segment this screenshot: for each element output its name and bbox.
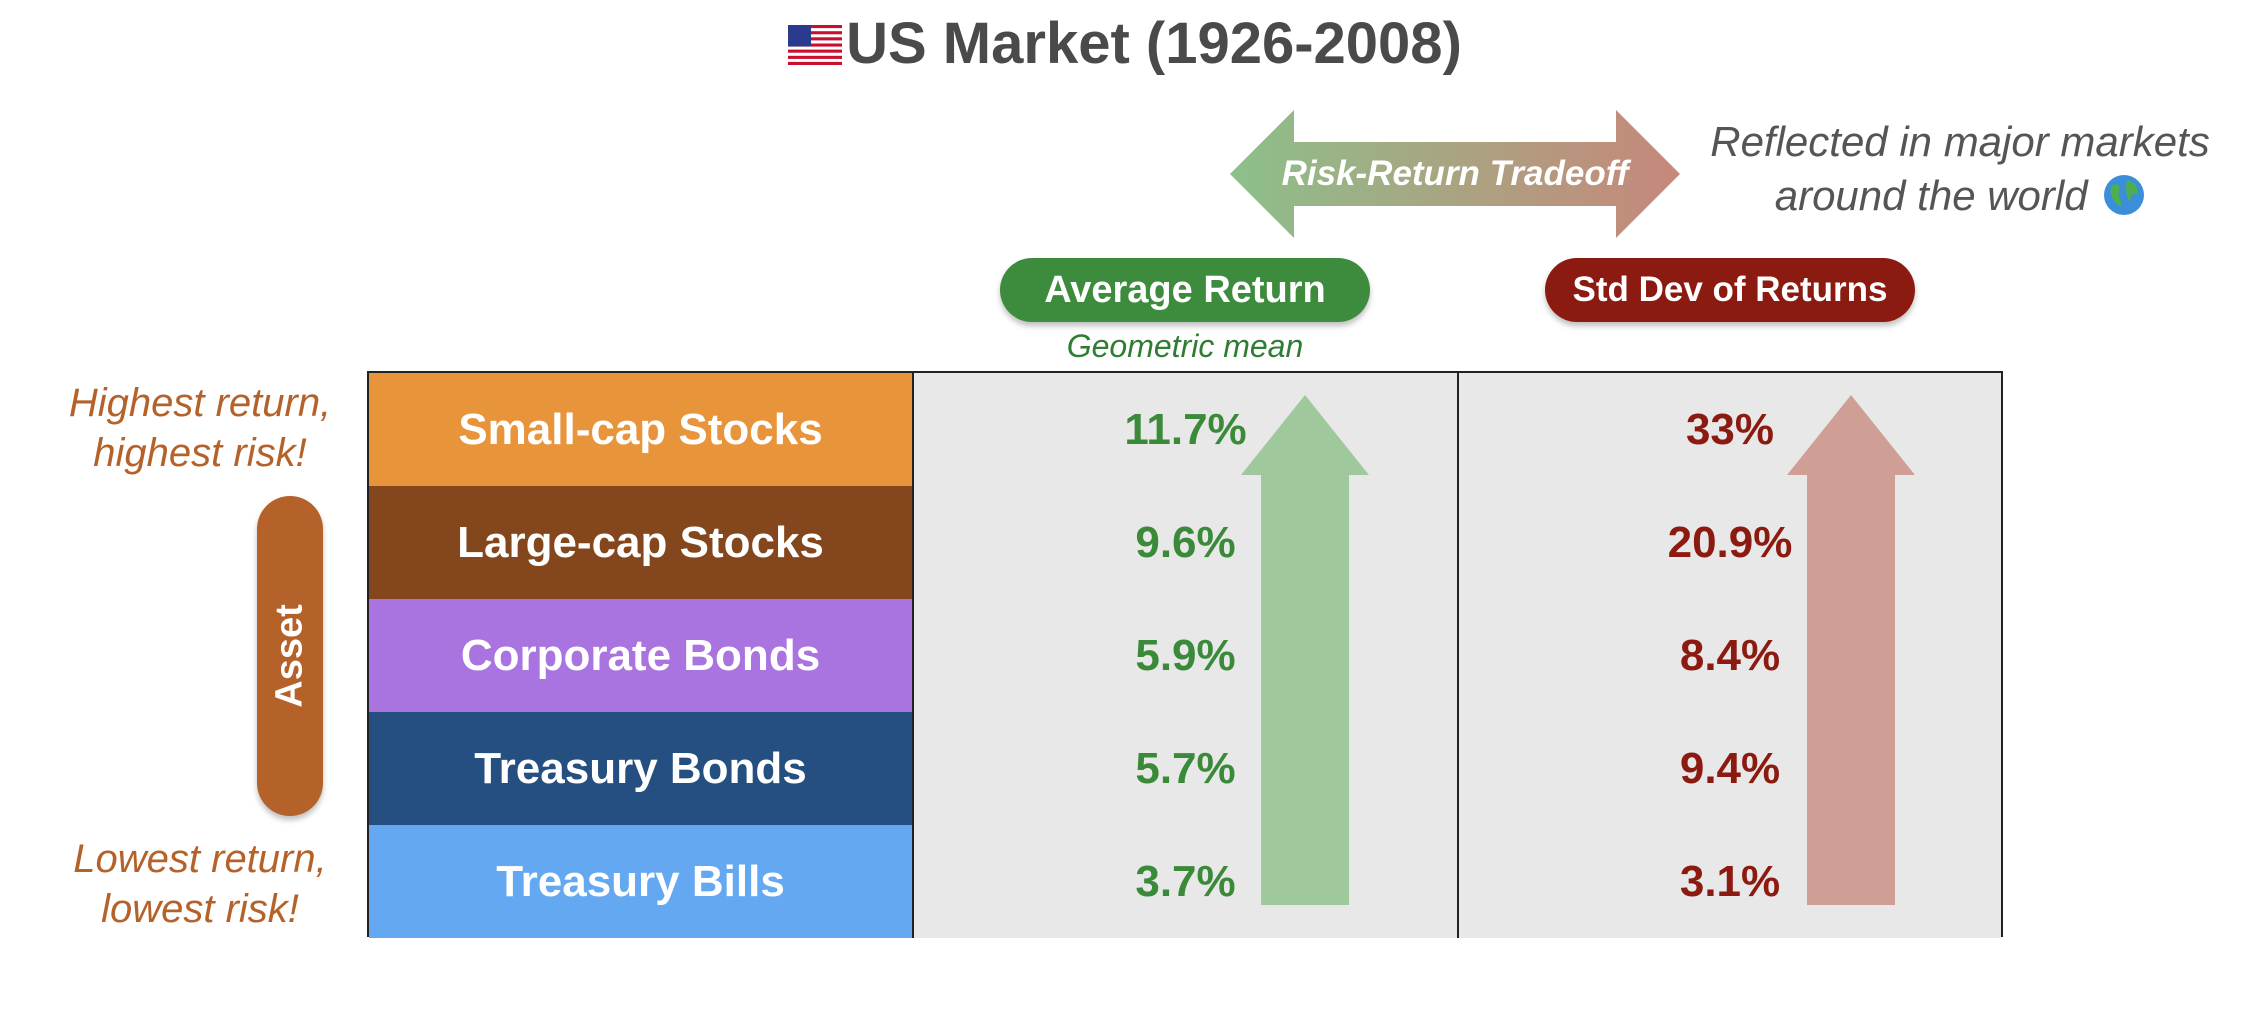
std-dev-value: 3.1% [1459, 825, 2001, 938]
globe-icon [2104, 175, 2145, 215]
title-text: US Market (1926-2008) [846, 11, 1462, 76]
asset-table: Small-cap Stocks 11.7% 33% Large-cap Sto… [367, 371, 2003, 938]
global-note: Reflected in major markets around the wo… [1690, 115, 2230, 223]
asset-axis-pill [257, 496, 323, 816]
risk-return-double-arrow [1230, 110, 1680, 238]
table-row: Large-cap Stocks 9.6% 20.9% [369, 486, 2001, 601]
asset-axis-label: Asset [257, 496, 323, 816]
asset-axis-text: Asset [268, 604, 311, 708]
table-row: Corporate Bonds 5.9% 8.4% [369, 599, 2001, 714]
std-dev-value: 33% [1459, 373, 2001, 486]
geometric-mean-note: Geometric mean [1066, 328, 1304, 364]
asset-name: Small-cap Stocks [369, 373, 914, 486]
asset-name: Corporate Bonds [369, 599, 914, 712]
asset-name: Large-cap Stocks [369, 486, 914, 599]
highest-return-note: Highest return, highest risk! [40, 378, 360, 478]
lowest-return-line2: lowest risk! [101, 887, 299, 931]
global-note-line2-wrap: around the world [1690, 169, 2230, 223]
lowest-return-note: Lowest return, lowest risk! [40, 834, 360, 934]
average-return-value: 9.6% [914, 486, 1459, 599]
table-row: Treasury Bills 3.7% 3.1% [369, 825, 2001, 938]
table-row: Treasury Bonds 5.7% 9.4% [369, 712, 2001, 827]
tradeoff-label: Risk-Return Tradeoff [1281, 154, 1629, 193]
asset-name: Treasury Bonds [369, 712, 914, 825]
average-return-value: 11.7% [914, 373, 1459, 486]
table-row: Small-cap Stocks 11.7% 33% [369, 373, 2001, 488]
asset-name: Treasury Bills [369, 825, 914, 938]
us-flag-icon [788, 25, 843, 65]
average-return-value: 5.7% [914, 712, 1459, 825]
highest-return-line1: Highest return, [68, 381, 332, 425]
std-dev-value: 8.4% [1459, 599, 2001, 712]
highest-return-line2: highest risk! [93, 431, 307, 475]
std-dev-value: 20.9% [1459, 486, 2001, 599]
average-return-header: Average Return [1000, 258, 1370, 322]
average-return-value: 5.9% [914, 599, 1459, 712]
average-return-value: 3.7% [914, 825, 1459, 938]
global-note-line2: around the world [1774, 172, 2088, 219]
global-note-line1: Reflected in major markets [1710, 118, 2210, 165]
page-title: US Market (1926-2008) [0, 10, 2250, 77]
std-dev-header: Std Dev of Returns [1545, 258, 1915, 322]
std-dev-value: 9.4% [1459, 712, 2001, 825]
lowest-return-line1: Lowest return, [73, 837, 327, 881]
